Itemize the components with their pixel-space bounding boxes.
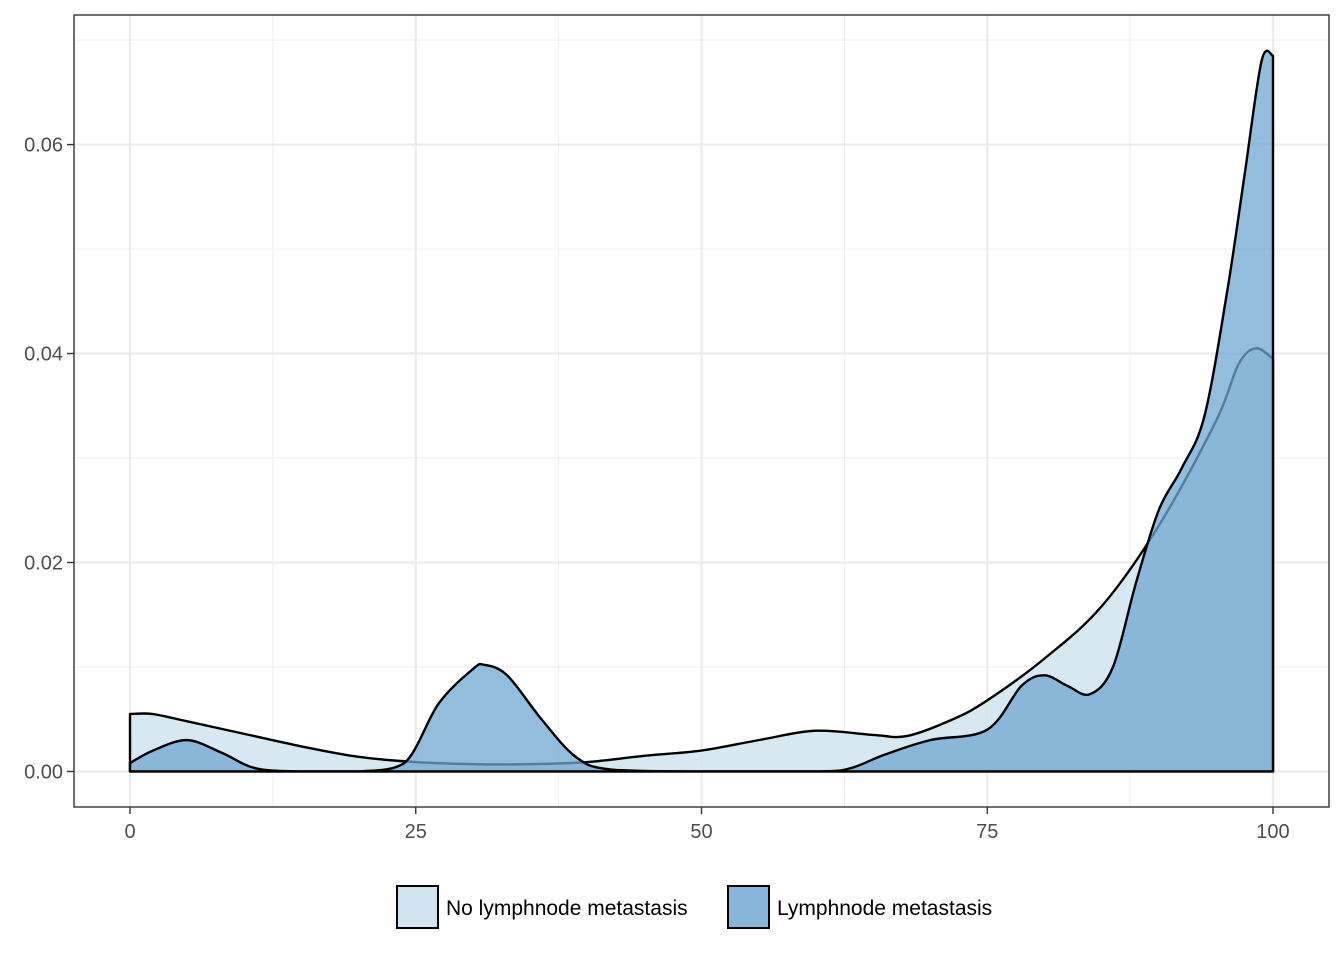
y-tick-label: 0.02 xyxy=(24,553,63,575)
legend-key-no-lymphnode-metastasis xyxy=(396,885,439,929)
y-axis: 0.00 0.02 0.04 0.06 xyxy=(24,135,74,783)
y-tick-label: 0.00 xyxy=(24,761,63,783)
x-tick-label: 100 xyxy=(1256,821,1289,843)
x-tick-label: 50 xyxy=(690,821,712,843)
density-area-lymphnode-metastasis xyxy=(128,49,1275,773)
y-tick-label: 0.04 xyxy=(24,344,63,366)
legend: No lymphnode metastasis Lymphnode metast… xyxy=(396,885,992,929)
legend-label-lymphnode-metastasis: Lymphnode metastasis xyxy=(777,897,992,920)
x-tick-label: 25 xyxy=(405,821,427,843)
density-areas xyxy=(128,49,1275,773)
x-tick-label: 75 xyxy=(976,821,998,843)
y-tick-label: 0.06 xyxy=(24,135,63,157)
legend-key-lymphnode-metastasis xyxy=(727,885,770,929)
x-tick-label: 0 xyxy=(124,821,135,843)
x-axis: 0 25 50 75 100 xyxy=(124,807,1290,843)
legend-label-no-lymphnode-metastasis: No lymphnode metastasis xyxy=(446,897,688,920)
